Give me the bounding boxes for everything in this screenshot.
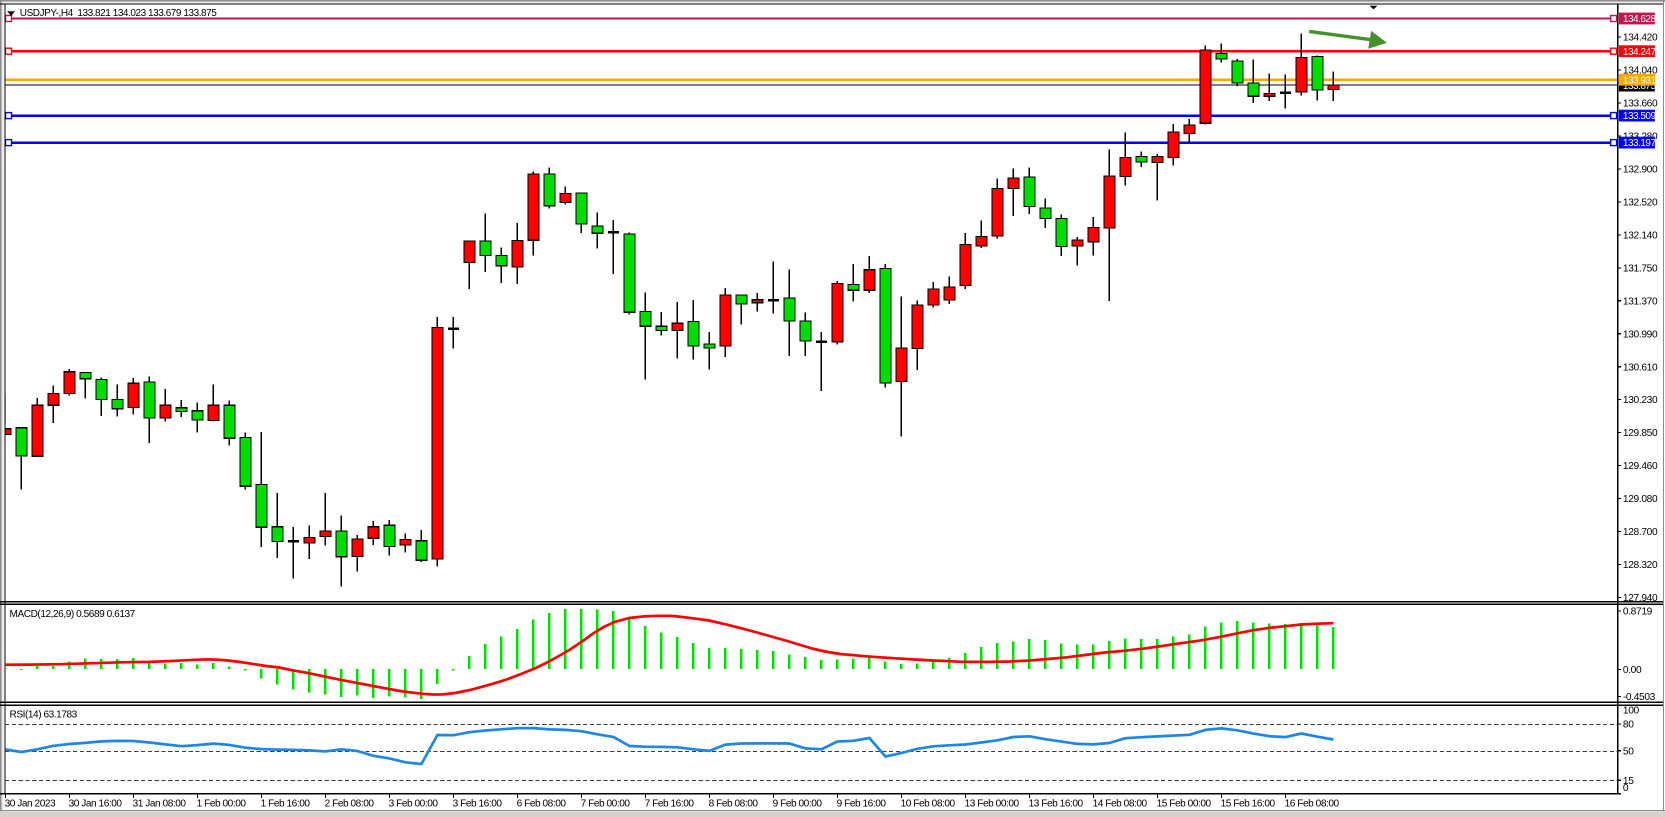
svg-text:127.940: 127.940 — [1623, 593, 1658, 604]
svg-text:RSI(14) 63.1783: RSI(14) 63.1783 — [10, 710, 78, 721]
svg-text:80: 80 — [1623, 720, 1634, 731]
svg-text:15: 15 — [1623, 776, 1634, 787]
svg-text:132.140: 132.140 — [1623, 230, 1658, 241]
svg-text:128.700: 128.700 — [1623, 527, 1658, 538]
svg-text:134.628: 134.628 — [1623, 14, 1657, 25]
svg-text:7 Feb 16:00: 7 Feb 16:00 — [645, 798, 695, 809]
svg-text:133.660: 133.660 — [1623, 99, 1658, 110]
svg-text:1 Feb 00:00: 1 Feb 00:00 — [197, 798, 247, 809]
svg-text:15 Feb 00:00: 15 Feb 00:00 — [1157, 798, 1212, 809]
svg-text:134.040: 134.040 — [1623, 66, 1658, 77]
svg-text:16 Feb 08:00: 16 Feb 08:00 — [1285, 798, 1340, 809]
svg-text:133.931: 133.931 — [1623, 75, 1657, 86]
svg-text:9 Feb 00:00: 9 Feb 00:00 — [773, 798, 823, 809]
svg-text:14 Feb 08:00: 14 Feb 08:00 — [1093, 798, 1148, 809]
svg-text:133.875: 133.875 — [1623, 81, 1657, 92]
svg-text:131.370: 131.370 — [1623, 296, 1658, 307]
svg-text:132.900: 132.900 — [1623, 165, 1658, 176]
svg-text:130.990: 130.990 — [1623, 329, 1658, 340]
svg-text:13 Feb 16:00: 13 Feb 16:00 — [1029, 798, 1084, 809]
svg-text:134.247: 134.247 — [1623, 47, 1657, 58]
svg-text:132.520: 132.520 — [1623, 197, 1658, 208]
svg-text:0.8719: 0.8719 — [1623, 606, 1653, 617]
svg-text:131.750: 131.750 — [1623, 263, 1658, 274]
svg-text:1 Feb 16:00: 1 Feb 16:00 — [261, 798, 311, 809]
svg-text:129.080: 129.080 — [1623, 494, 1658, 505]
svg-text:6 Feb 08:00: 6 Feb 08:00 — [517, 798, 567, 809]
svg-text:15 Feb 16:00: 15 Feb 16:00 — [1221, 798, 1276, 809]
svg-text:0: 0 — [1623, 783, 1629, 794]
svg-text:USDJPY-,H4 133.821 134.023 13: USDJPY-,H4 133.821 134.023 133.679 133.8… — [20, 8, 217, 19]
svg-text:129.850: 129.850 — [1623, 428, 1658, 439]
svg-text:8 Feb 08:00: 8 Feb 08:00 — [709, 798, 759, 809]
svg-text:2 Feb 08:00: 2 Feb 08:00 — [325, 798, 375, 809]
svg-text:13 Feb 00:00: 13 Feb 00:00 — [965, 798, 1020, 809]
svg-text:10 Feb 08:00: 10 Feb 08:00 — [901, 798, 956, 809]
svg-text:133.509: 133.509 — [1623, 111, 1657, 122]
svg-text:31 Jan 08:00: 31 Jan 08:00 — [133, 798, 187, 809]
svg-text:100: 100 — [1623, 706, 1640, 717]
svg-text:130.230: 130.230 — [1623, 395, 1658, 406]
svg-text:134.420: 134.420 — [1623, 33, 1658, 44]
svg-text:130.610: 130.610 — [1623, 362, 1658, 373]
svg-text:3 Feb 00:00: 3 Feb 00:00 — [389, 798, 439, 809]
svg-text:50: 50 — [1623, 746, 1634, 757]
svg-text:-0.4503: -0.4503 — [1623, 692, 1656, 703]
svg-text:30 Jan 16:00: 30 Jan 16:00 — [69, 798, 123, 809]
svg-text:129.460: 129.460 — [1623, 461, 1658, 472]
svg-text:128.320: 128.320 — [1623, 560, 1658, 571]
svg-text:133.197: 133.197 — [1623, 138, 1657, 149]
svg-text:0.00: 0.00 — [1623, 665, 1642, 676]
svg-text:7 Feb 00:00: 7 Feb 00:00 — [581, 798, 631, 809]
svg-text:MACD(12,26,9) 0.5689 0.6137: MACD(12,26,9) 0.5689 0.6137 — [10, 609, 136, 620]
svg-text:3 Feb 16:00: 3 Feb 16:00 — [453, 798, 503, 809]
svg-text:9 Feb 16:00: 9 Feb 16:00 — [837, 798, 887, 809]
svg-text:30 Jan 2023: 30 Jan 2023 — [5, 798, 56, 809]
